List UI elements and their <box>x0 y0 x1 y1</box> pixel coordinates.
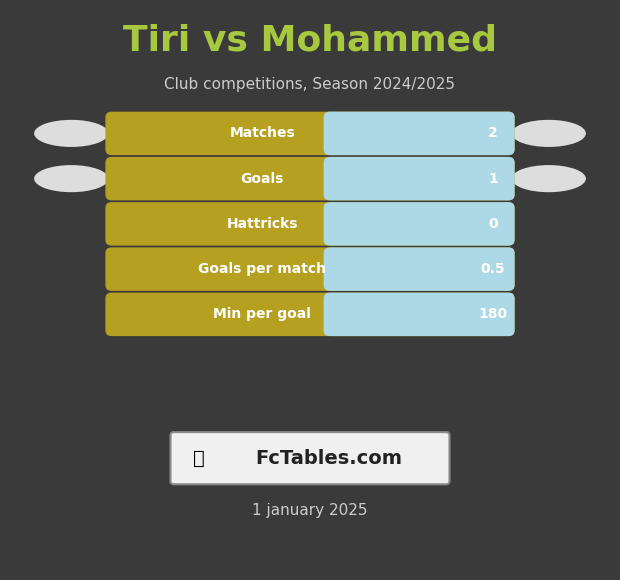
FancyBboxPatch shape <box>105 157 515 201</box>
Text: Goals: Goals <box>241 172 284 186</box>
Ellipse shape <box>34 120 108 147</box>
FancyBboxPatch shape <box>324 292 515 336</box>
FancyBboxPatch shape <box>324 202 515 246</box>
Text: Goals per match: Goals per match <box>198 262 326 276</box>
FancyBboxPatch shape <box>324 111 515 155</box>
Text: 0: 0 <box>488 217 498 231</box>
Ellipse shape <box>512 120 586 147</box>
FancyBboxPatch shape <box>105 202 515 246</box>
Text: Club competitions, Season 2024/2025: Club competitions, Season 2024/2025 <box>164 77 456 92</box>
Text: 2: 2 <box>488 126 498 140</box>
Text: Hattricks: Hattricks <box>227 217 298 231</box>
Text: 0.5: 0.5 <box>480 262 505 276</box>
Text: 1: 1 <box>488 172 498 186</box>
Text: 📊: 📊 <box>193 449 204 467</box>
Text: 1 january 2025: 1 january 2025 <box>252 503 368 518</box>
Text: Tiri vs Mohammed: Tiri vs Mohammed <box>123 24 497 57</box>
FancyBboxPatch shape <box>170 432 450 484</box>
FancyBboxPatch shape <box>324 247 515 291</box>
Ellipse shape <box>512 165 586 192</box>
Text: FcTables.com: FcTables.com <box>255 449 402 467</box>
Text: 180: 180 <box>479 307 507 321</box>
FancyBboxPatch shape <box>105 111 515 155</box>
Ellipse shape <box>34 165 108 192</box>
Text: Matches: Matches <box>229 126 295 140</box>
FancyBboxPatch shape <box>105 247 515 291</box>
FancyBboxPatch shape <box>324 157 515 201</box>
Text: Min per goal: Min per goal <box>213 307 311 321</box>
FancyBboxPatch shape <box>105 292 515 336</box>
